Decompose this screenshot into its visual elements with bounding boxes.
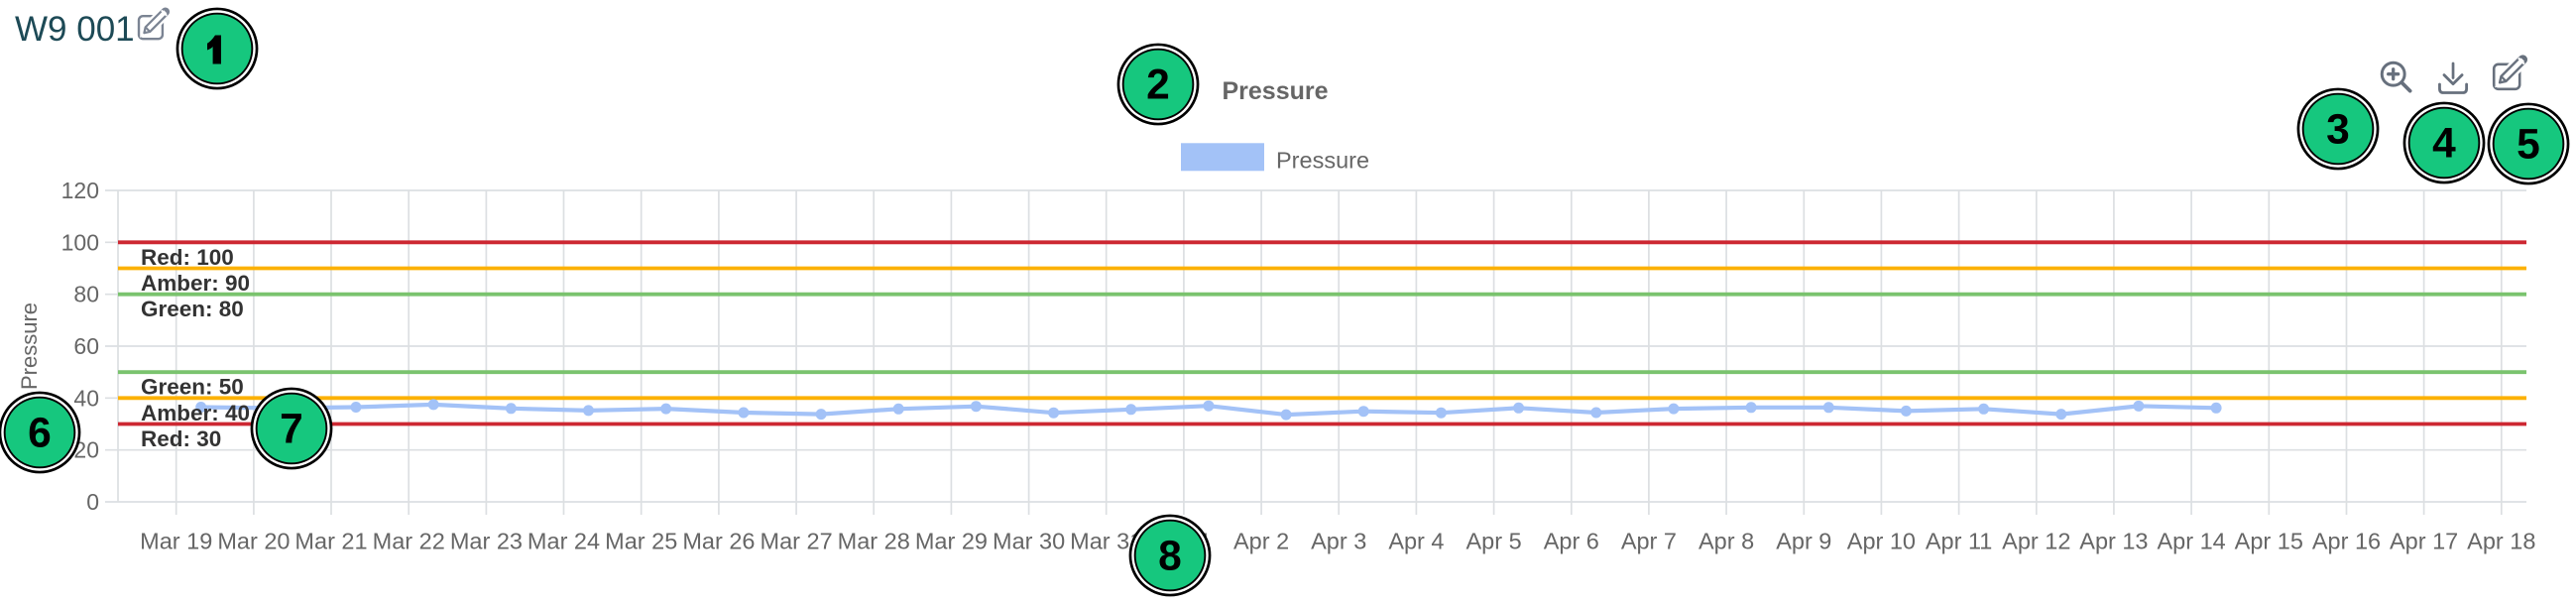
svg-text:6: 6 bbox=[28, 411, 52, 457]
svg-text:Apr 18: Apr 18 bbox=[2467, 529, 2535, 554]
svg-text:0: 0 bbox=[86, 489, 99, 515]
svg-text:Pressure: Pressure bbox=[17, 303, 42, 390]
svg-text:Apr 7: Apr 7 bbox=[1621, 529, 1677, 554]
svg-text:Amber: 90: Amber: 90 bbox=[141, 271, 250, 296]
svg-text:Apr 12: Apr 12 bbox=[2002, 529, 2070, 554]
svg-text:Green: 80: Green: 80 bbox=[141, 297, 244, 321]
svg-text:W9 001: W9 001 bbox=[15, 10, 135, 49]
svg-text:Apr 13: Apr 13 bbox=[2079, 529, 2148, 554]
svg-text:Mar 26: Mar 26 bbox=[682, 529, 755, 554]
svg-text:Mar 29: Mar 29 bbox=[915, 529, 988, 554]
svg-text:80: 80 bbox=[73, 282, 99, 307]
svg-text:7: 7 bbox=[280, 407, 303, 453]
svg-text:8: 8 bbox=[1158, 534, 1182, 580]
svg-text:Mar 30: Mar 30 bbox=[993, 529, 1065, 554]
svg-text:Mar 19: Mar 19 bbox=[140, 529, 212, 554]
svg-text:Apr 14: Apr 14 bbox=[2157, 529, 2225, 554]
svg-text:100: 100 bbox=[61, 229, 99, 255]
svg-text:3: 3 bbox=[2326, 107, 2350, 154]
svg-text:Mar 23: Mar 23 bbox=[450, 529, 523, 554]
svg-text:40: 40 bbox=[73, 385, 99, 411]
svg-text:Mar 27: Mar 27 bbox=[761, 529, 833, 554]
svg-text:120: 120 bbox=[61, 178, 99, 203]
svg-text:Red: 30: Red: 30 bbox=[141, 426, 221, 451]
svg-text:Apr 15: Apr 15 bbox=[2235, 529, 2303, 554]
svg-text:Mar 25: Mar 25 bbox=[605, 529, 677, 554]
svg-text:Red: 100: Red: 100 bbox=[141, 245, 234, 270]
svg-text:Apr 8: Apr 8 bbox=[1698, 529, 1754, 554]
svg-text:Apr 2: Apr 2 bbox=[1233, 529, 1289, 554]
svg-text:Apr 6: Apr 6 bbox=[1544, 529, 1599, 554]
svg-text:Apr 10: Apr 10 bbox=[1847, 529, 1916, 554]
svg-text:Apr 17: Apr 17 bbox=[2390, 529, 2458, 554]
svg-text:Mar 24: Mar 24 bbox=[527, 529, 600, 554]
svg-text:Mar 28: Mar 28 bbox=[838, 529, 910, 554]
svg-text:5: 5 bbox=[2517, 122, 2540, 169]
svg-text:Apr 16: Apr 16 bbox=[2312, 529, 2381, 554]
svg-text:Apr 11: Apr 11 bbox=[1926, 529, 1993, 554]
svg-text:2: 2 bbox=[1146, 62, 1170, 109]
svg-text:Pressure: Pressure bbox=[1276, 148, 1369, 174]
svg-text:Apr 9: Apr 9 bbox=[1776, 529, 1831, 554]
svg-text:Mar 20: Mar 20 bbox=[217, 529, 290, 554]
svg-text:Amber: 40: Amber: 40 bbox=[141, 401, 250, 425]
svg-text:Mar 21: Mar 21 bbox=[294, 529, 367, 554]
svg-text:Green: 50: Green: 50 bbox=[141, 375, 244, 400]
svg-text:Mar 22: Mar 22 bbox=[373, 529, 445, 554]
svg-text:Pressure: Pressure bbox=[1222, 77, 1328, 105]
svg-text:4: 4 bbox=[2432, 121, 2456, 168]
svg-text:Apr 3: Apr 3 bbox=[1311, 529, 1366, 554]
svg-text:Apr 5: Apr 5 bbox=[1466, 529, 1522, 554]
svg-text:60: 60 bbox=[73, 333, 99, 359]
svg-text:Apr 4: Apr 4 bbox=[1388, 529, 1444, 554]
